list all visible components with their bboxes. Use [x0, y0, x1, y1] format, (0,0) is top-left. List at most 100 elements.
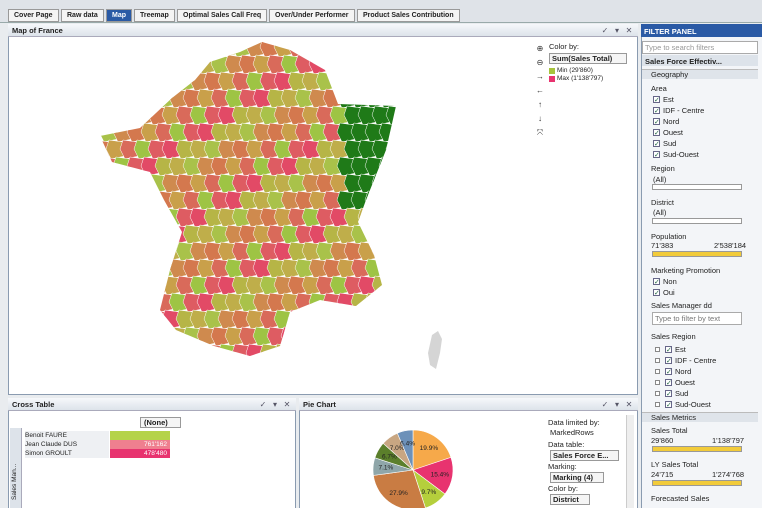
- table-header: [642, 55, 758, 66]
- cell-value: 478'480: [144, 450, 167, 457]
- checkbox[interactable]: ✓: [653, 129, 660, 137]
- checkbox-label: IDF - Centre: [675, 356, 717, 365]
- panel-button[interactable]: ▾: [614, 400, 619, 409]
- tab[interactable]: Over/Under Performer: [269, 9, 355, 22]
- tree-toggle[interactable]: [655, 402, 660, 407]
- checkbox[interactable]: ✓: [653, 96, 660, 104]
- panel-header: [8, 24, 638, 37]
- cell: [110, 431, 170, 440]
- tab[interactable]: Raw data: [61, 9, 104, 22]
- panel-button[interactable]: ▾: [272, 400, 277, 409]
- range-slider[interactable]: [652, 480, 742, 486]
- checkbox[interactable]: ✓: [653, 107, 660, 115]
- text-filter[interactable]: Type to filter by text: [652, 312, 742, 325]
- setting-label: Data table:: [548, 440, 585, 449]
- setting-value[interactable]: Marking (4): [550, 472, 605, 483]
- panel-button[interactable]: ✓: [601, 26, 609, 35]
- checkbox[interactable]: ✓: [665, 357, 672, 365]
- range-max: 2'538'184: [714, 241, 747, 250]
- filter-label: Sales Total: [651, 426, 688, 435]
- checkbox[interactable]: ✓: [653, 278, 660, 286]
- filter-label: Sales Region: [651, 332, 696, 341]
- map-tool[interactable]: ←: [536, 86, 544, 95]
- panel-header: [8, 398, 296, 411]
- range-slider[interactable]: [652, 251, 742, 257]
- tree-toggle[interactable]: [655, 358, 660, 363]
- checkbox-label: Ouest: [675, 378, 696, 387]
- checkbox-label: IDF - Centre: [663, 106, 705, 115]
- tab[interactable]: Cover Page: [8, 9, 59, 22]
- map-tool[interactable]: ↑: [538, 100, 542, 109]
- tab[interactable]: Optimal Sales Call Freq: [177, 9, 268, 22]
- panel-button[interactable]: ✓: [601, 400, 609, 409]
- tab[interactable]: Map: [106, 9, 132, 22]
- panel-button[interactable]: ✕: [625, 26, 633, 35]
- range-slider[interactable]: [652, 446, 742, 452]
- row-header-strip: [10, 428, 22, 508]
- panel-button[interactable]: ▾: [614, 26, 619, 35]
- filter-label: Marketing Promotion: [651, 266, 721, 275]
- setting-label: Color by:: [548, 484, 579, 493]
- checkbox[interactable]: ✓: [665, 390, 672, 398]
- checkbox-label: Sud-Ouest: [675, 400, 711, 409]
- setting-value[interactable]: Sales Force E...: [550, 450, 620, 461]
- panel-button[interactable]: ✕: [625, 400, 633, 409]
- filter-header: [641, 24, 762, 37]
- row-name: Jean Claude DUS: [25, 440, 109, 449]
- map-tool[interactable]: ↓: [538, 114, 542, 123]
- pie-scrollbar: [626, 415, 634, 508]
- legend-label: Max (1'138'797): [557, 75, 604, 82]
- checkbox-label: Nord: [675, 367, 692, 376]
- column-dropdown[interactable]: (None): [140, 417, 181, 428]
- tree-toggle[interactable]: [655, 347, 660, 352]
- checkbox[interactable]: ✓: [653, 151, 660, 159]
- row-name: Benoit FAURE: [25, 431, 109, 440]
- checkbox[interactable]: ✓: [665, 379, 672, 387]
- filter-title: FILTER PANEL: [644, 27, 697, 36]
- color-by-dropdown[interactable]: Sum(Sales Total): [549, 53, 628, 64]
- checkbox-label: Oui: [663, 288, 675, 297]
- section-header: [642, 412, 758, 422]
- panel-title: Pie Chart: [303, 400, 336, 409]
- filter-label: District: [651, 198, 674, 207]
- tab[interactable]: Product Sales Contribution: [357, 9, 460, 22]
- section-header: [642, 69, 758, 79]
- tree-toggle[interactable]: [655, 391, 660, 396]
- panel-button[interactable]: ✓: [259, 400, 267, 409]
- setting-value[interactable]: District: [550, 494, 590, 505]
- checkbox[interactable]: ✓: [665, 346, 672, 354]
- section-title: Geography: [651, 70, 689, 79]
- range-slider[interactable]: [652, 218, 742, 224]
- filter-label: Sales Manager dd: [651, 301, 712, 310]
- checkbox[interactable]: ✓: [653, 118, 660, 126]
- legend-label: Min (29'860): [557, 67, 593, 74]
- checkbox[interactable]: ✓: [665, 368, 672, 376]
- map-tool[interactable]: ⤧: [536, 128, 544, 137]
- filter-label: Area: [651, 84, 667, 93]
- map-tool[interactable]: →: [536, 72, 544, 81]
- checkbox[interactable]: ✓: [665, 401, 672, 409]
- tree-toggle[interactable]: [655, 380, 660, 385]
- legend-swatch: [549, 68, 555, 74]
- panel-header: [299, 398, 638, 411]
- map-tool[interactable]: ⊕: [536, 44, 544, 53]
- checkbox-label: Nord: [663, 117, 680, 126]
- checkbox[interactable]: ✓: [653, 140, 660, 148]
- range-min: 29'860: [651, 436, 674, 445]
- row-name: Simon GROULT: [25, 449, 109, 458]
- tree-toggle[interactable]: [655, 369, 660, 374]
- range-slider[interactable]: [652, 184, 742, 190]
- cell-value: 761'162: [144, 441, 167, 448]
- panel-button[interactable]: ✕: [283, 400, 291, 409]
- setting-label: Marking:: [548, 462, 577, 471]
- table-name: Sales Force Effectiv...: [645, 57, 722, 66]
- range-max: 1'138'797: [712, 436, 745, 445]
- filter-panel: [641, 24, 762, 508]
- filter-label: Population: [651, 232, 687, 241]
- search-box[interactable]: Type to search filters: [642, 41, 758, 54]
- panel-title: Map of France: [12, 26, 63, 35]
- tab[interactable]: Treemap: [134, 9, 175, 22]
- checkbox[interactable]: ✓: [653, 289, 660, 297]
- map-tool[interactable]: ⊖: [536, 58, 544, 67]
- legend-swatch: [549, 76, 555, 82]
